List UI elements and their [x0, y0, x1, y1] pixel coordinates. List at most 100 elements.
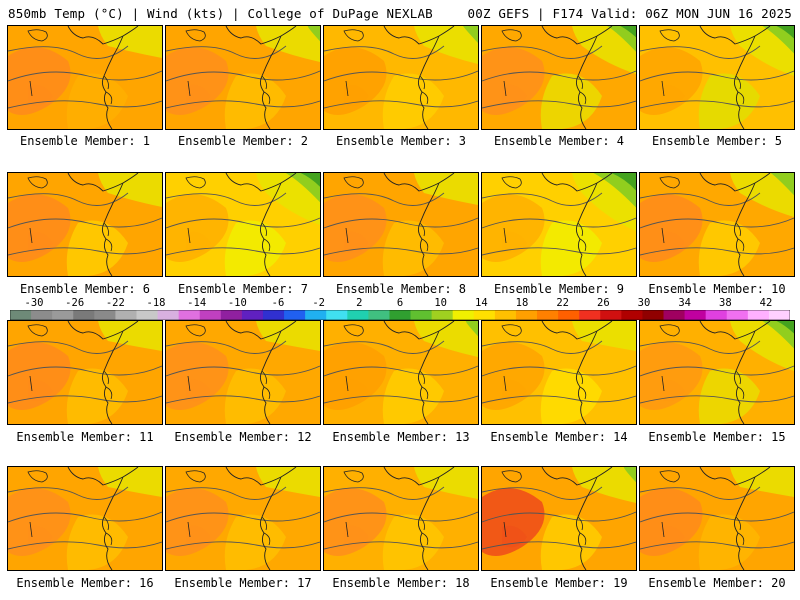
colorbar-tick-label: 38 — [719, 297, 732, 309]
temperature-field — [324, 321, 478, 424]
temperature-field — [482, 321, 636, 424]
colorbar-swatch — [431, 310, 454, 320]
temperature-field — [166, 321, 320, 424]
temperature-field — [324, 26, 478, 129]
colorbar-tick-label: -6 — [271, 297, 285, 309]
colorbar-swatch — [473, 310, 496, 320]
ensemble-member-label: Ensemble Member: 16 — [16, 576, 154, 590]
colorbar-swatch — [326, 310, 348, 320]
ensemble-member-label: Ensemble Member: 6 — [19, 282, 151, 296]
ensemble-map-9 — [481, 172, 637, 277]
temperature-field — [8, 467, 162, 570]
ensemble-member-label: Ensemble Member: 19 — [490, 576, 628, 590]
colorbar-swatch — [157, 310, 180, 320]
colorbar-tick-label: -14 — [187, 297, 207, 309]
ensemble-map-17 — [165, 466, 321, 571]
colorbar-tick-label: -18 — [146, 297, 166, 309]
colorbar-swatch — [452, 310, 475, 320]
temperature-field — [482, 467, 636, 570]
temperature-field — [324, 467, 478, 570]
temperature-field — [640, 173, 794, 276]
temperature-field — [482, 26, 636, 129]
colorbar-swatch — [52, 310, 74, 320]
ensemble-map-13 — [323, 320, 479, 425]
colorbar-tick-label: 34 — [678, 297, 691, 309]
colorbar-swatch — [305, 310, 327, 320]
ensemble-member-label: Ensemble Member: 13 — [332, 430, 470, 444]
chart-title: 850mb Temp (°C) | Wind (kts) | College o… — [8, 6, 433, 21]
temperature-field — [640, 26, 794, 129]
colorbar-swatch — [515, 310, 538, 320]
colorbar-swatch — [115, 310, 137, 320]
colorbar-tick-label: 10 — [434, 297, 447, 309]
temperature-field — [166, 173, 320, 276]
ensemble-member-label: Ensemble Member: 20 — [648, 576, 786, 590]
ensemble-member-label: Ensemble Member: 3 — [335, 134, 467, 148]
ensemble-member-label: Ensemble Member: 15 — [648, 430, 786, 444]
ensemble-member-label: Ensemble Member: 7 — [177, 282, 309, 296]
ensemble-member-label: Ensemble Member: 1 — [19, 134, 151, 148]
temperature-field — [324, 173, 478, 276]
colorbar-tick-label: 30 — [637, 297, 651, 309]
colorbar-swatch — [621, 310, 643, 320]
colorbar-tick-label: -2 — [312, 297, 325, 309]
temperature-field — [482, 173, 636, 276]
colorbar-swatch — [747, 310, 770, 320]
ensemble-member-label: Ensemble Member: 12 — [174, 430, 312, 444]
colorbar-tick-label: 42 — [759, 297, 773, 309]
temperature-field — [166, 467, 320, 570]
ensemble-map-10 — [639, 172, 795, 277]
temperature-field — [8, 26, 162, 129]
ensemble-member-label: Ensemble Member: 8 — [335, 282, 467, 296]
colorbar-tick-label: -26 — [65, 297, 85, 309]
colorbar-swatch — [262, 310, 285, 320]
ensemble-map-7 — [165, 172, 321, 277]
run-info: 00Z GEFS | F174 Valid: 06Z MON JUN 16 20… — [467, 6, 792, 21]
colorbar-swatch — [284, 310, 306, 320]
ensemble-member-label: Ensemble Member: 4 — [493, 134, 625, 148]
temperature-field — [166, 26, 320, 129]
ensemble-map-20 — [639, 466, 795, 571]
colorbar-tick-label: 26 — [597, 297, 610, 309]
ensemble-map-2 — [165, 25, 321, 130]
colorbar-tick-label: 22 — [556, 297, 569, 309]
colorbar-tick-label: 18 — [515, 297, 529, 309]
colorbar-swatch — [558, 310, 580, 320]
ensemble-member-label: Ensemble Member: 14 — [490, 430, 628, 444]
colorbar-swatch — [663, 310, 686, 320]
temperature-field — [640, 467, 794, 570]
colorbar-swatch — [684, 310, 707, 320]
ensemble-map-4 — [481, 25, 637, 130]
colorbar-swatch — [768, 310, 790, 320]
colorbar-swatch — [389, 310, 412, 320]
colorbar-swatch — [537, 310, 559, 320]
colorbar-tick-label: 6 — [396, 297, 404, 309]
ensemble-member-label: Ensemble Member: 18 — [332, 576, 470, 590]
colorbar-tick-label: 14 — [475, 297, 488, 309]
ensemble-map-5 — [639, 25, 795, 130]
colorbar-swatch — [410, 310, 433, 320]
ensemble-map-6 — [7, 172, 163, 277]
colorbar-strip — [10, 310, 790, 320]
ensemble-member-label: Ensemble Member: 9 — [493, 282, 625, 296]
colorbar-swatch — [494, 310, 517, 320]
colorbar-swatch — [726, 310, 749, 320]
ensemble-map-11 — [7, 320, 163, 425]
colorbar-swatch — [642, 310, 665, 320]
colorbar-swatch — [579, 310, 601, 320]
ensemble-map-3 — [323, 25, 479, 130]
ensemble-map-1 — [7, 25, 163, 130]
colorbar-swatch — [705, 310, 728, 320]
ensemble-map-19 — [481, 466, 637, 571]
ensemble-map-14 — [481, 320, 637, 425]
colorbar-tick-label: -30 — [24, 297, 44, 309]
colorbar-swatch — [220, 310, 243, 320]
ensemble-member-label: Ensemble Member: 10 — [648, 282, 786, 296]
ensemble-member-label: Ensemble Member: 5 — [651, 134, 783, 148]
colorbar-swatch — [600, 310, 622, 320]
colorbar-swatch — [136, 310, 159, 320]
colorbar-swatch — [347, 310, 369, 320]
ensemble-member-label: Ensemble Member: 17 — [174, 576, 312, 590]
colorbar-tick-label: -10 — [227, 297, 247, 309]
ensemble-map-16 — [7, 466, 163, 571]
